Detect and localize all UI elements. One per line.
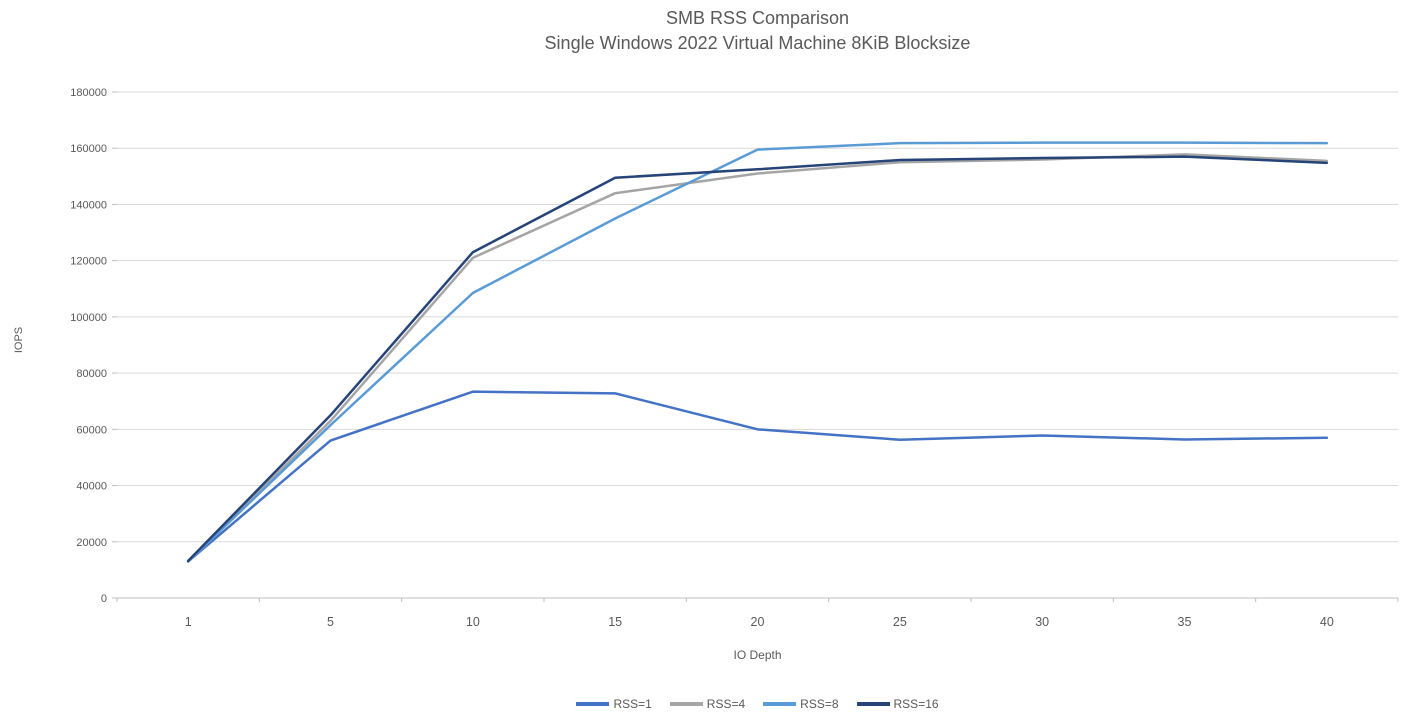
y-tick-label: 40000 [76,481,107,493]
x-tick-label: 25 [893,615,907,629]
x-tick-label: 5 [327,615,334,629]
chart-subtitle: Single Windows 2022 Virtual Machine 8KiB… [544,33,971,53]
legend-item-rss-16: RSS=16 [856,697,939,711]
y-tick-label: 20000 [76,537,107,549]
x-tick-label: 10 [466,615,480,629]
x-tick-label: 35 [1178,615,1192,629]
series-line-rss-4 [186,153,1329,563]
y-tick-label: 0 [101,593,107,605]
x-tick-label: 30 [1035,615,1049,629]
y-tick-label: 100000 [70,312,107,324]
x-tick-label: 40 [1320,615,1334,629]
x-tick-label: 20 [751,615,765,629]
legend-swatch-rss-8 [763,702,797,706]
series-line-rss-8 [186,141,1329,563]
y-tick-label: 120000 [70,256,107,268]
legend-item-rss-1: RSS=1 [576,697,652,711]
y-tick-label: 60000 [76,424,107,436]
x-tick-label: 15 [608,615,622,629]
legend-label: RSS=8 [800,697,839,711]
legend-swatch-rss-4 [669,702,703,706]
legend: RSS=1 RSS=4 RSS=8 RSS=16 [117,697,1398,711]
x-axis-title: IO Depth [733,648,782,662]
y-tick-label: 180000 [70,87,107,99]
chart-title: SMB RSS Comparison [665,8,850,28]
y-tick-label: 160000 [70,143,107,155]
x-tick-label: 1 [185,615,192,629]
series-line-rss-1 [186,390,1329,563]
legend-label: RSS=4 [706,697,746,711]
legend-swatch-rss-1 [576,702,610,706]
y-axis-title: IOPS [13,326,25,354]
y-tick-label: 80000 [76,368,107,380]
legend-item-rss-4: RSS=4 [669,697,746,711]
y-tick-label: 140000 [70,199,107,211]
series-line-rss-16 [186,155,1329,563]
legend-label: RSS=16 [893,697,939,711]
legend-item-rss-8: RSS=8 [763,697,839,711]
chart-title-block: SMB RSS Comparison Single Windows 2022 V… [117,6,1398,56]
legend-label: RSS=1 [613,697,652,711]
legend-swatch-rss-16 [856,702,890,706]
